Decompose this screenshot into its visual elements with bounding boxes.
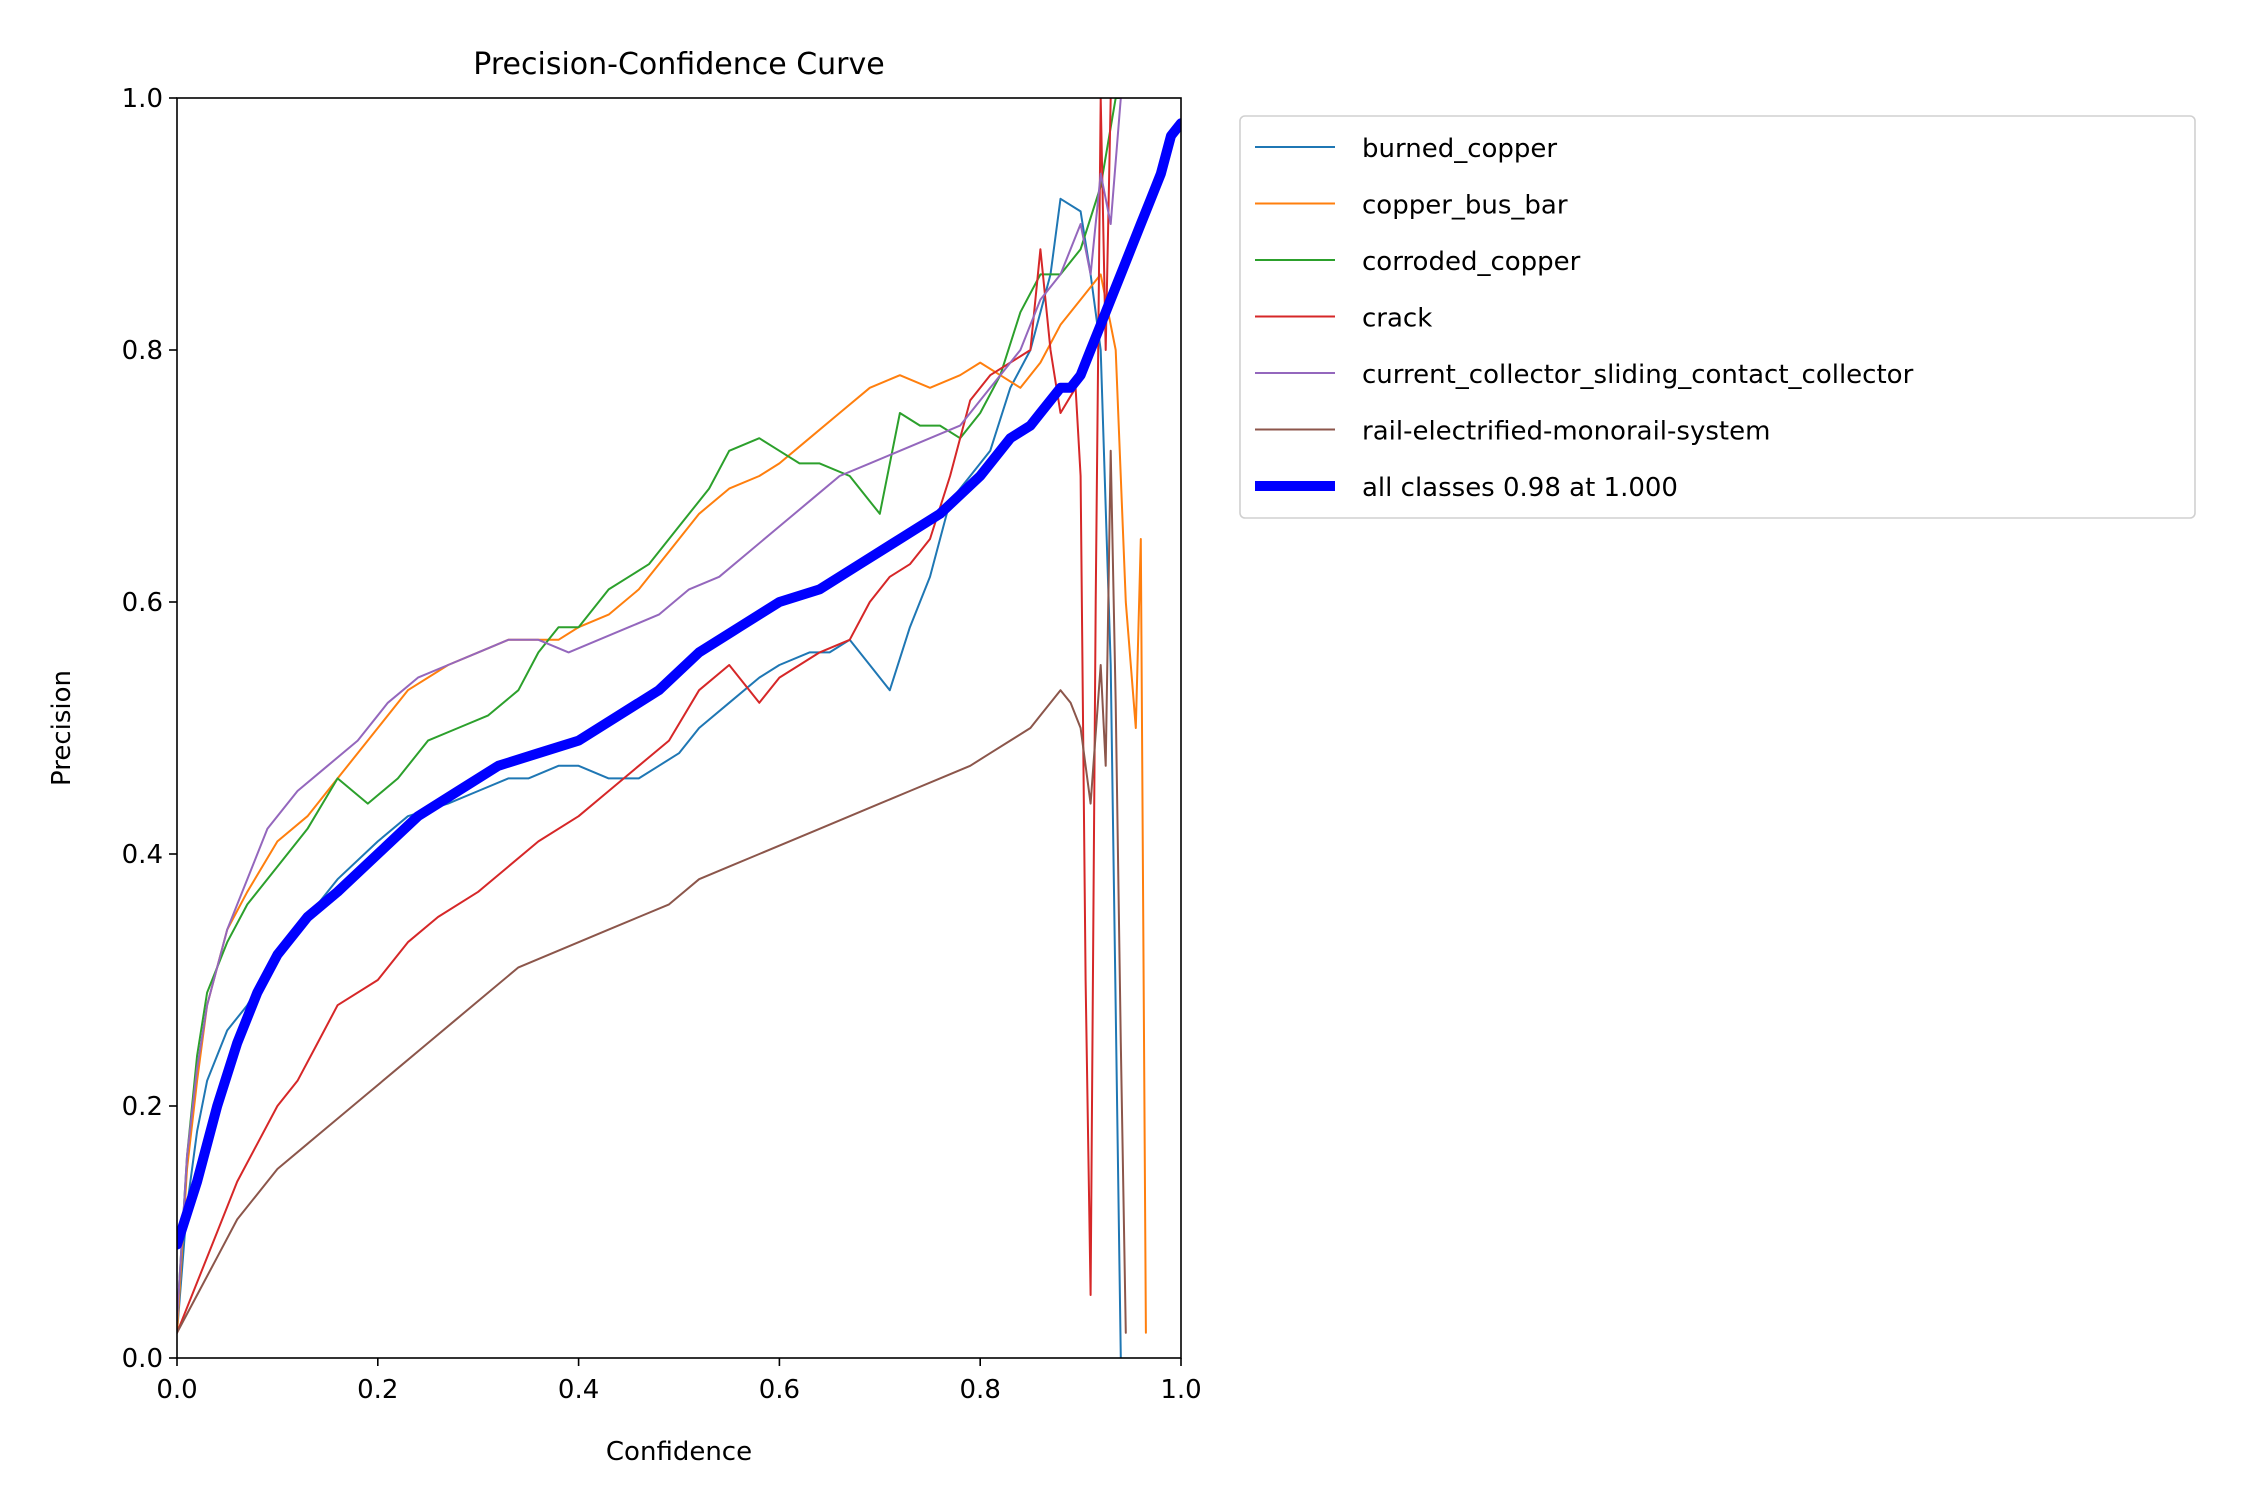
series-line-4 (177, 98, 1122, 1322)
legend-frame (1239, 115, 2196, 519)
legend-label-3: crack (1362, 304, 1432, 334)
x-tick-label: 0.6 (759, 1375, 800, 1405)
series-line-1 (177, 273, 1147, 1334)
x-tick-label: 0.2 (357, 1375, 398, 1405)
legend-label-0: burned_copper (1362, 134, 1557, 164)
series-layer (177, 98, 1181, 1358)
legend: burned_copper copper_bus_bar corroded_copp… (1239, 115, 2196, 519)
x-tick-label: 0.4 (558, 1375, 599, 1405)
legend-label-2: corroded_copper (1362, 247, 1581, 277)
series-line-5 (177, 449, 1127, 1334)
legend-label-5: rail-electrified-monorail-system (1362, 417, 1770, 447)
legend-label-4: current_collector_sliding_contact_collec… (1362, 360, 1914, 390)
x-tick-label: 0.0 (156, 1375, 197, 1405)
series-line-6 (177, 118, 1181, 1250)
y-tick-label: 0.0 (122, 1344, 163, 1374)
y-tick-label: 0.2 (122, 1092, 163, 1122)
plot-frame (176, 97, 1182, 1359)
y-tick-label: 1.0 (122, 84, 163, 114)
y-axis-ticks: 0.0 0.2 0.4 0.6 0.8 1.0 (122, 84, 177, 1374)
series-line-2 (177, 98, 1122, 1322)
legend-label-1: copper_bus_bar (1362, 191, 1568, 221)
x-tick-label: 0.8 (960, 1375, 1001, 1405)
chart-title: Precision-Confidence Curve (473, 47, 884, 82)
x-axis-ticks: 0.0 0.2 0.4 0.6 0.8 1.0 (156, 1358, 1202, 1405)
x-axis-label: Confidence (606, 1437, 752, 1467)
series-line-0 (177, 197, 1122, 1358)
y-tick-label: 0.4 (122, 840, 163, 870)
legend-items: burned_copper copper_bus_bar corroded_copp… (1255, 134, 1914, 503)
series-line-3 (177, 98, 1112, 1334)
y-tick-label: 0.8 (122, 336, 163, 366)
x-tick-label: 1.0 (1160, 1375, 1201, 1405)
legend-label-6: all classes 0.98 at 1.000 (1362, 473, 1678, 503)
y-tick-label: 0.6 (122, 588, 163, 618)
plot-area (176, 97, 1182, 1359)
y-axis-label: Precision (47, 670, 77, 786)
